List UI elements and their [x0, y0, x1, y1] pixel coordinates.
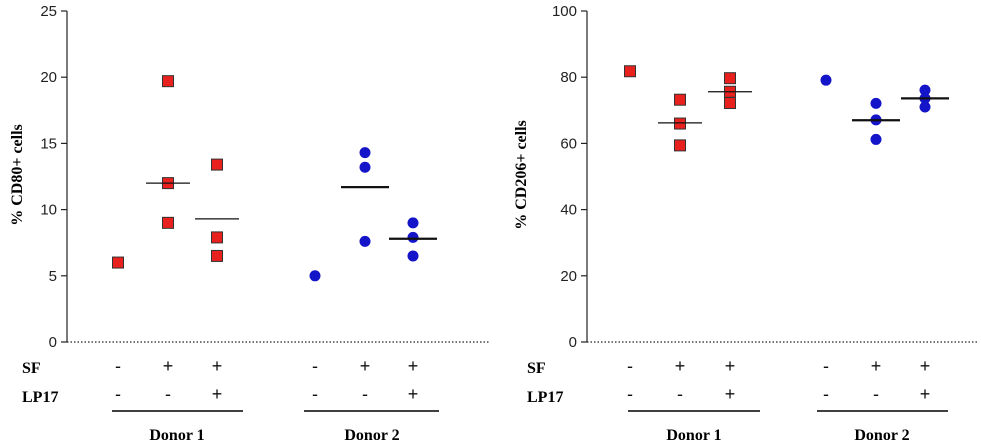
cd206-panel: % CD206+ cells SF LP17 Donor 1 Donor 2 0…	[513, 3, 978, 444]
cd206-donor1-label: Donor 1	[666, 427, 721, 444]
cd80-lp17-value: -	[165, 384, 171, 404]
cd80-sf-value: -	[115, 356, 121, 376]
cd80-lp17-row-label: LP17	[22, 389, 58, 406]
cd206-y-tick-label: 20	[560, 268, 577, 285]
cd80-data-point-square	[211, 158, 223, 171]
cd206-sf-value: -	[823, 356, 829, 376]
cd80-lp17-value: -	[115, 384, 121, 404]
cd206-sf-value: +	[725, 356, 736, 376]
cd80-data-point-circle	[407, 231, 419, 243]
cd206-y-tick-label: 0	[569, 334, 577, 351]
cd80-data-point-square	[211, 249, 223, 262]
cd80-y-tick-label: 20	[40, 69, 57, 86]
cd80-data-point-square	[112, 256, 124, 269]
cd80-lp17-value: +	[212, 384, 223, 404]
cd206-lp17-value: -	[873, 384, 879, 404]
cd80-data-point-circle	[359, 235, 371, 247]
cd80-data-point-circle	[407, 217, 419, 229]
cd80-sf-row-label: SF	[22, 360, 41, 377]
cd206-sf-value: +	[675, 356, 686, 376]
cd80-panel: % CD80+ cells SF LP17 Donor 1 Donor 2 0 5…	[9, 3, 490, 444]
cd80-y-tick-label: 5	[49, 268, 57, 285]
cd206-data-point-square	[674, 117, 686, 130]
cd80-data-point-circle	[359, 161, 371, 173]
cd80-lp17-value: -	[312, 384, 318, 404]
cd206-sf-value: +	[920, 356, 931, 376]
cd80-data-point-square	[162, 75, 174, 88]
cd80-data-point-circle	[407, 250, 419, 262]
cd80-data-point-square	[162, 216, 174, 229]
cd80-y-tick-label: 0	[49, 334, 57, 351]
cd206-sf-value: -	[627, 356, 633, 376]
cd206-y-tick-label: 80	[560, 69, 577, 86]
cd80-sf-value: +	[360, 356, 371, 376]
cd206-lp17-row-label: LP17	[527, 389, 563, 406]
cd206-lp17-value: -	[677, 384, 683, 404]
cd206-y-tick-label: 40	[560, 202, 577, 219]
cd206-data-point-circle	[870, 133, 882, 145]
cd80-y-axis-label: % CD80+ cells	[9, 124, 26, 226]
cd206-data-point-square	[724, 72, 736, 85]
cd80-sf-value: +	[212, 356, 223, 376]
cd80-y-tick-label: 10	[40, 202, 57, 219]
cd206-data-point-circle	[919, 84, 931, 96]
cd206-data-point-square	[674, 93, 686, 106]
cd206-lp17-value: -	[627, 384, 633, 404]
cd80-y-tick-label: 25	[40, 3, 57, 20]
cd206-lp17-value: -	[823, 384, 829, 404]
cd206-sf-value: +	[871, 356, 882, 376]
cd80-donor1-label: Donor 1	[149, 427, 204, 444]
cd206-data-point-square	[674, 139, 686, 152]
cd80-sf-value: +	[408, 356, 419, 376]
cd206-donor2-label: Donor 2	[854, 427, 909, 444]
cd206-y-tick-label: 60	[560, 135, 577, 152]
cd206-data-point-circle	[870, 97, 882, 109]
cd206-y-tick-label: 100	[552, 3, 577, 20]
cd80-lp17-value: -	[362, 384, 368, 404]
cd80-y-tick-label: 15	[40, 135, 57, 152]
cd206-sf-row-label: SF	[527, 360, 546, 377]
cd80-sf-value: -	[312, 356, 318, 376]
cd206-y-axis-label: % CD206+ cells	[513, 120, 530, 230]
cd80-data-point-square	[211, 231, 223, 244]
cd206-data-point-square	[724, 97, 736, 110]
cd206-data-point-circle	[820, 74, 832, 86]
cd206-lp17-value: +	[920, 384, 931, 404]
cd80-donor2-label: Donor 2	[344, 427, 399, 444]
cd80-sf-value: +	[163, 356, 174, 376]
cd80-lp17-value: +	[408, 384, 419, 404]
cd206-data-point-circle	[919, 101, 931, 113]
cd206-data-point-square	[624, 65, 636, 78]
cd80-data-point-circle	[309, 270, 321, 282]
cd80-data-point-circle	[359, 147, 371, 159]
cd206-lp17-value: +	[725, 384, 736, 404]
